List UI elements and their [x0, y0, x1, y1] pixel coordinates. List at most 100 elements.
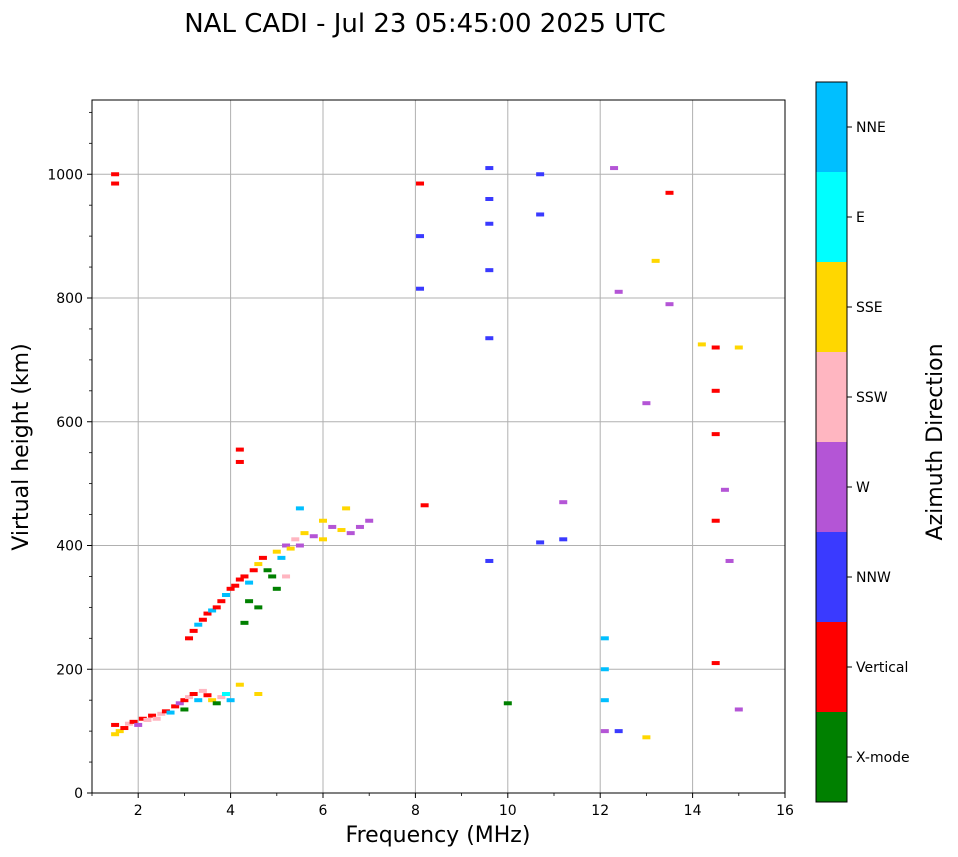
echo-point — [665, 302, 674, 307]
x-tick-label: 12 — [591, 803, 609, 819]
colorbar-tick-label: Vertical — [856, 660, 908, 676]
echo-point — [254, 692, 263, 696]
echo-point — [111, 732, 120, 737]
echo-point — [235, 577, 244, 582]
echo-point — [194, 698, 203, 703]
echo-point — [725, 558, 734, 563]
echo-point — [226, 698, 235, 703]
echo-point — [559, 537, 568, 542]
echo-point — [235, 459, 244, 464]
echo-point — [536, 172, 545, 177]
echo-point — [258, 555, 267, 560]
echo-point — [536, 540, 545, 545]
echo-point — [286, 546, 295, 551]
echo-point — [235, 447, 244, 452]
echo-point — [485, 197, 494, 201]
echo-point — [240, 574, 249, 579]
x-tick-label: 10 — [499, 803, 517, 819]
colorbar-swatch — [816, 172, 847, 262]
echo-point — [198, 688, 207, 693]
colorbar-swatch — [816, 262, 847, 352]
colorbar-swatch — [816, 82, 847, 172]
echo-point — [203, 693, 212, 698]
echo-point — [185, 695, 194, 700]
echo-point — [503, 701, 512, 706]
echo-point — [231, 583, 240, 588]
x-axis-label: Frequency (MHz) — [346, 823, 531, 848]
echo-point — [319, 537, 327, 542]
colorbar-tick-label: NNW — [856, 570, 891, 586]
echo-point — [734, 707, 743, 712]
echo-point — [642, 735, 651, 740]
y-tick-label: 1000 — [47, 167, 83, 183]
echo-point — [212, 605, 221, 610]
echo-point — [198, 617, 207, 622]
echo-point — [212, 701, 221, 706]
echo-point — [642, 401, 651, 406]
echo-point — [254, 605, 263, 610]
echo-point — [420, 503, 429, 508]
echo-point — [240, 620, 249, 625]
echo-point — [614, 289, 623, 294]
echo-point — [665, 190, 674, 195]
y-tick-label: 600 — [56, 415, 83, 431]
echo-point — [111, 722, 120, 727]
echo-point — [485, 336, 494, 341]
y-axis-ticks: 0 200 400 600 800 1000 — [47, 111, 92, 802]
colorbar-label: Azimuth Direction — [923, 343, 948, 540]
echo-point — [697, 342, 706, 347]
colorbar-swatch — [816, 622, 847, 712]
echo-point — [272, 549, 281, 554]
echo-point — [295, 543, 304, 548]
echo-point — [416, 234, 425, 239]
colorbar-tick-label: SSE — [856, 300, 883, 316]
echo-point — [600, 636, 609, 641]
colorbar-frame — [815, 81, 848, 803]
echo-point — [180, 707, 189, 712]
echo-point — [180, 698, 189, 703]
echo-point — [600, 729, 609, 734]
echo-point — [134, 722, 143, 727]
echo-point — [600, 667, 609, 672]
echo-point — [189, 692, 198, 696]
echo-point — [263, 568, 272, 573]
echo-point — [175, 701, 184, 706]
echo-point — [254, 562, 263, 567]
echo-point — [485, 268, 494, 273]
echo-point — [217, 695, 226, 700]
echo-point — [365, 518, 374, 523]
echo-point — [129, 719, 138, 724]
y-tick-label: 800 — [56, 291, 83, 307]
echo-point — [277, 555, 286, 560]
echo-point — [221, 692, 230, 696]
echo-point — [189, 628, 198, 633]
echo-point — [536, 212, 545, 217]
echo-point — [268, 574, 277, 579]
colorbar-swatch — [816, 352, 847, 442]
echo-point — [711, 388, 720, 393]
echo-point — [309, 534, 318, 539]
echo-point — [416, 286, 425, 291]
echo-point — [295, 506, 304, 511]
echo-point — [111, 172, 120, 177]
echo-point — [235, 682, 244, 687]
colorbar-swatch — [816, 442, 847, 532]
echo-point — [161, 709, 170, 714]
echo-point — [138, 716, 147, 721]
echo-point — [711, 345, 720, 350]
echo-point — [711, 661, 720, 666]
echo-point — [111, 181, 120, 186]
echo-point — [734, 345, 743, 350]
echo-point — [600, 698, 609, 703]
echo-point — [559, 500, 568, 505]
echo-point — [185, 636, 194, 641]
echo-point — [157, 711, 166, 716]
echo-point — [166, 710, 175, 715]
echo-point — [328, 524, 337, 529]
echo-point — [249, 568, 258, 573]
echo-point — [245, 599, 254, 604]
y-axis-label: Virtual height (km) — [9, 343, 34, 550]
echo-point — [485, 221, 494, 226]
